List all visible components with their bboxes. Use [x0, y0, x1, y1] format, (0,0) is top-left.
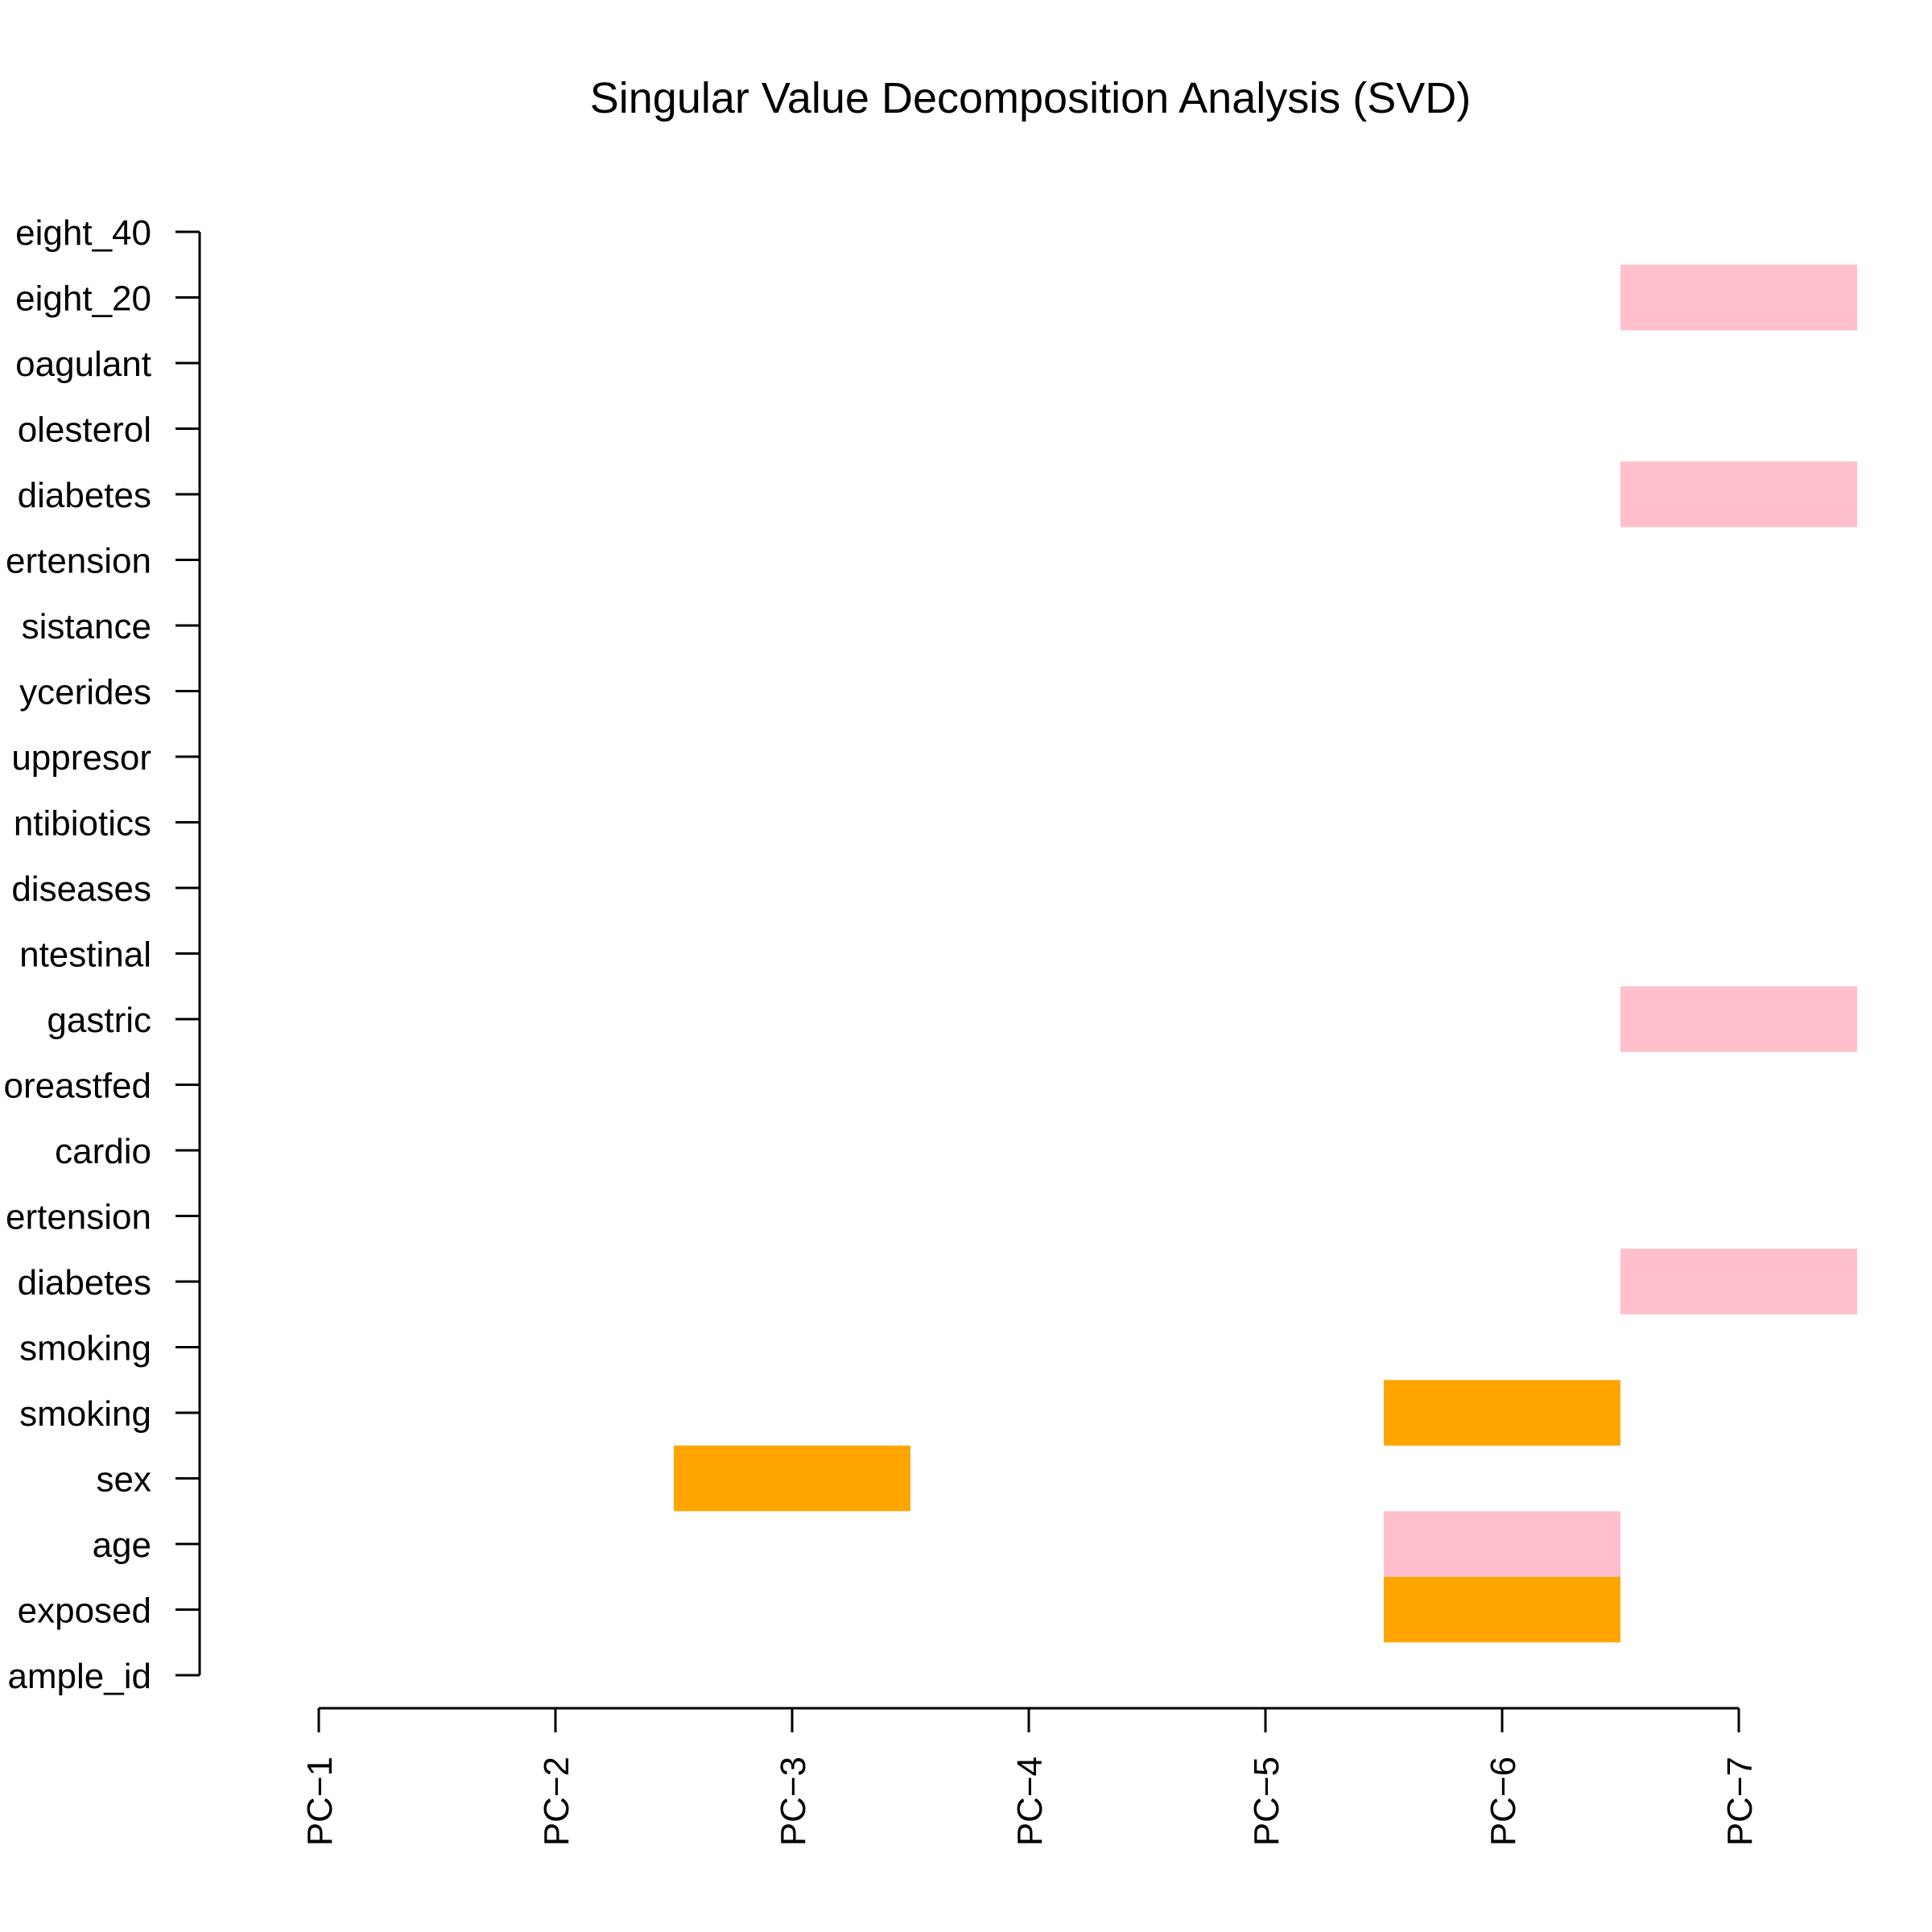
y-tick-label: gastric — [47, 1001, 151, 1040]
y-tick-label: sistance — [22, 607, 151, 646]
y-tick-label: age — [93, 1525, 151, 1565]
heatmap-cell-orange — [1384, 1380, 1620, 1446]
y-tick-label: diabetes — [18, 1263, 151, 1302]
y-tick-label: ample_id — [7, 1657, 151, 1696]
y-tick-label: smoking — [19, 1329, 151, 1368]
y-tick-label: eight_40 — [15, 213, 151, 253]
x-tick-label: PC−2 — [537, 1757, 576, 1846]
y-tick-label: ertension — [6, 542, 151, 581]
x-tick-label: PC−7 — [1720, 1757, 1760, 1846]
x-axis: PC−1 PC−2 PC−3 PC−4 PC−5 PC−6 PC−7 — [300, 1707, 1760, 1846]
y-tick-label: diabetes — [18, 476, 151, 515]
y-tick-label: oreastfed — [4, 1067, 151, 1106]
x-tick-label: PC−6 — [1484, 1757, 1523, 1846]
heatmap-cell-pink — [1620, 1249, 1857, 1315]
y-tick-label: eight_20 — [15, 279, 151, 319]
y-tick-label: ycerides — [19, 673, 151, 712]
y-tick-label: olesterol — [18, 411, 151, 450]
y-tick-label: uppresor — [11, 738, 151, 778]
y-tick-label: exposed — [18, 1591, 151, 1631]
x-tick-label: PC−4 — [1010, 1757, 1050, 1846]
y-tick-label: diseases — [11, 869, 151, 909]
heatmap-cell-pink — [1384, 1511, 1620, 1577]
y-tick-label: smoking — [19, 1394, 151, 1434]
y-tick-label: ertension — [6, 1198, 151, 1237]
x-tick-label: PC−5 — [1247, 1757, 1286, 1846]
y-tick-label: sex — [97, 1460, 151, 1500]
heatmap-cell-orange — [674, 1445, 910, 1512]
y-axis: ample_id exposed age sex smoking smoking diabe… — [4, 213, 201, 1696]
y-tick-label: oagulant — [15, 345, 151, 384]
heatmap-cell-pink — [1620, 986, 1857, 1052]
y-tick-label: ntestinal — [19, 935, 151, 975]
heatmap-cells — [674, 264, 1857, 1643]
heatmap-cell-pink — [1620, 461, 1857, 527]
heatmap-cell-orange — [1384, 1576, 1620, 1643]
y-tick-label: cardio — [55, 1132, 151, 1171]
chart-title: Singular Value Decomposition Analysis (S… — [590, 74, 1472, 122]
heatmap-cell-pink — [1620, 264, 1857, 331]
x-tick-label: PC−3 — [774, 1757, 813, 1846]
y-tick-label: ntibiotics — [14, 804, 151, 844]
x-tick-label: PC−1 — [300, 1757, 340, 1846]
